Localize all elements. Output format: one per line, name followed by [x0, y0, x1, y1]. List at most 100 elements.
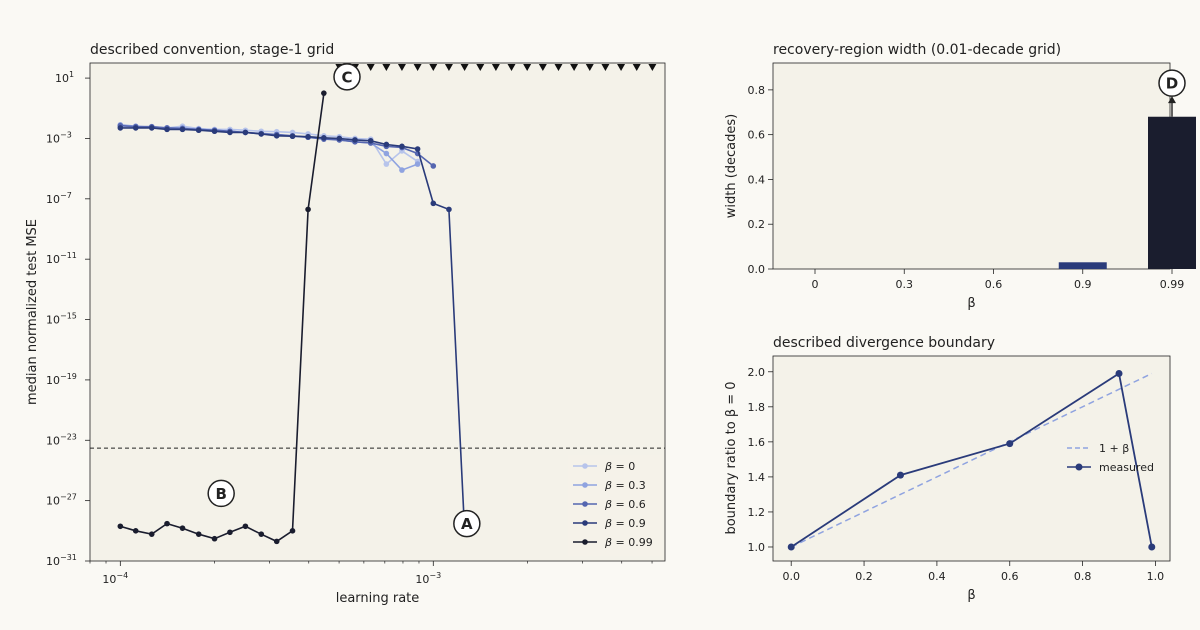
- x-tick-label-4: 0.99: [1160, 278, 1185, 291]
- panel3-ticks: 0.0 0.2 0.4 0.6 0.8 1.0 1.0 1.2 1.4 1.6 1.8 2.0: [748, 366, 1165, 583]
- data-point: [148, 125, 155, 131]
- data-point: [132, 125, 139, 131]
- y-tick-label-8: 10−31: [46, 553, 77, 568]
- y-tick-label-5: 10−19: [46, 372, 77, 387]
- x-tick-label-4: 0.8: [1074, 570, 1092, 583]
- data-point: [289, 133, 296, 140]
- y-tick-label-3: 10−11: [46, 251, 77, 266]
- legend-label-0: 1 + β: [1099, 442, 1129, 455]
- y-tick-label-2: 10−7: [46, 191, 72, 206]
- data-point: [399, 143, 405, 150]
- divergence-marker: [382, 64, 391, 71]
- y-tick-label-6: 10−23: [46, 432, 77, 447]
- panel1-ylabel: median normalized test MSE: [25, 219, 40, 405]
- panel2-ticks: 0.0 0.2 0.4 0.6 0.8 0 0.3 0.6 0.9 0.99: [748, 84, 1185, 291]
- data-point: [336, 135, 343, 142]
- data-point: [446, 206, 452, 213]
- divergence-marker: [397, 64, 406, 71]
- annotation-A: A: [461, 515, 473, 533]
- y-tick-label-2: 0.4: [748, 173, 766, 186]
- x-tick-label-5: 1.0: [1147, 570, 1165, 583]
- data-point: [227, 529, 233, 536]
- legend-marker: [582, 501, 588, 507]
- x-tick-label-1: 0.3: [896, 278, 914, 291]
- panel2-title: recovery-region width (0.01-decade grid): [773, 42, 1061, 58]
- data-point: [273, 132, 280, 139]
- annotation-C-circle: [333, 63, 361, 91]
- legend-marker: [582, 539, 588, 545]
- annotation-B: B: [215, 485, 226, 503]
- bar-beta-0.99: [1148, 116, 1196, 269]
- data-point: [352, 137, 358, 143]
- annotation-B-circle: [207, 479, 235, 508]
- panel3-plot-area: [772, 355, 1171, 562]
- divergence-marker: [507, 64, 516, 71]
- data-point: [383, 141, 390, 148]
- data-point: [258, 531, 265, 537]
- legend-label-4: β = 0.99: [604, 536, 653, 549]
- panel3-title: described divergence boundary: [773, 335, 995, 351]
- data-point: [164, 520, 170, 527]
- y-tick-label-1: 10−3: [46, 130, 72, 145]
- divergence-marker: [444, 64, 453, 71]
- divergence-marker: [460, 64, 469, 71]
- data-point: [787, 543, 795, 551]
- x-tick-label-1: 10−3: [415, 571, 441, 586]
- data-point: [367, 137, 374, 144]
- panel1-annotations: A B C: [207, 63, 481, 538]
- legend-marker: [582, 520, 588, 526]
- data-point: [383, 150, 390, 157]
- y-tick-label-3: 1.6: [748, 436, 766, 449]
- panel1-xlabel: learning rate: [336, 591, 420, 606]
- panel2-xlabel: β: [967, 296, 975, 311]
- legend-marker: [1075, 463, 1083, 471]
- data-point: [321, 90, 327, 96]
- data-point: [132, 528, 139, 534]
- data-point: [1148, 543, 1156, 551]
- legend-label-3: β = 0.9: [604, 517, 646, 530]
- x-tick-label-0: 0.0: [782, 570, 800, 583]
- data-point: [430, 163, 437, 169]
- annotation-A-circle: [453, 509, 481, 538]
- data-point: [164, 126, 170, 133]
- y-tick-label-3: 0.6: [748, 129, 766, 142]
- legend-label-1: measured: [1099, 461, 1154, 474]
- divergence-marker: [538, 64, 547, 71]
- x-tick-label-3: 0.6: [1001, 570, 1019, 583]
- panel-divergence-boundary: described divergence boundary 0.0 0.2 0.4 0…: [724, 335, 1171, 603]
- data-point: [414, 146, 421, 152]
- divergence-marker: [491, 64, 500, 71]
- x-tick-label-2: 0.6: [985, 278, 1003, 291]
- divergence-marker: [554, 64, 563, 71]
- x-tick-label-0: 0: [812, 278, 819, 291]
- y-tick-label-2: 1.4: [748, 471, 766, 484]
- data-point: [211, 535, 218, 542]
- divergence-marker: [366, 64, 375, 71]
- data-point: [1115, 370, 1123, 378]
- panel1-title: described convention, stage-1 grid: [90, 42, 334, 58]
- data-point: [414, 161, 421, 167]
- y-tick-label-1: 0.2: [748, 218, 766, 231]
- data-point: [179, 525, 186, 531]
- x-tick-label-1: 0.2: [855, 570, 873, 583]
- panel3-series: [787, 370, 1156, 551]
- data-point: [117, 523, 124, 530]
- series-line-reference: [790, 372, 1153, 548]
- y-tick-label-4: 0.8: [748, 84, 766, 97]
- legend-label-0: β = 0: [604, 460, 635, 473]
- panel-mse-vs-lr: described convention, stage-1 grid 10−4 1…: [25, 42, 666, 606]
- panel3-ylabel: boundary ratio to β = 0: [724, 381, 739, 534]
- panel3-legend: 1 + β measured: [1067, 442, 1154, 474]
- data-point: [258, 131, 265, 137]
- data-point: [179, 126, 186, 133]
- divergence-marker: [429, 64, 438, 71]
- y-tick-label-0: 101: [55, 70, 74, 85]
- panel2-annotations: D: [1158, 69, 1186, 117]
- divergence-marker: [632, 64, 641, 71]
- divergence-marker: [601, 64, 610, 71]
- annotation-arrowhead: [1168, 96, 1176, 104]
- y-tick-label-5: 2.0: [748, 366, 766, 379]
- y-tick-label-1: 1.2: [748, 506, 766, 519]
- legend-label-1: β = 0.3: [604, 479, 646, 492]
